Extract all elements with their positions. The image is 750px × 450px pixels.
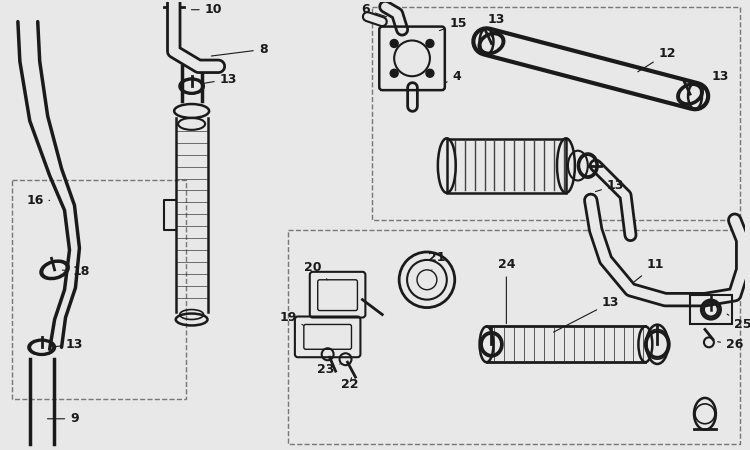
Text: 9: 9 bbox=[47, 412, 79, 425]
Text: 13: 13 bbox=[488, 13, 506, 37]
Text: 23: 23 bbox=[317, 363, 340, 376]
Text: 11: 11 bbox=[633, 258, 664, 283]
Text: 13: 13 bbox=[554, 296, 620, 332]
Circle shape bbox=[390, 69, 398, 77]
Text: 13: 13 bbox=[596, 179, 624, 192]
Text: 15: 15 bbox=[440, 17, 467, 31]
Text: 6: 6 bbox=[361, 3, 386, 17]
Text: 4: 4 bbox=[445, 70, 461, 83]
Text: 20: 20 bbox=[304, 261, 328, 280]
Text: 25: 25 bbox=[727, 314, 750, 331]
Bar bbox=[372, 7, 740, 220]
Circle shape bbox=[426, 69, 434, 77]
Text: 10: 10 bbox=[191, 3, 222, 16]
Text: 19: 19 bbox=[279, 311, 303, 325]
Text: 16: 16 bbox=[26, 194, 50, 207]
Bar bbox=[288, 230, 740, 444]
Text: 22: 22 bbox=[340, 378, 358, 391]
Text: 24: 24 bbox=[497, 258, 515, 324]
Text: 21: 21 bbox=[428, 252, 445, 270]
Text: 12: 12 bbox=[638, 47, 676, 72]
Bar bbox=[12, 180, 186, 399]
Bar bbox=[690, 295, 732, 324]
Circle shape bbox=[426, 40, 434, 47]
Text: 8: 8 bbox=[211, 43, 268, 56]
Text: 13: 13 bbox=[53, 338, 83, 351]
Bar bbox=[447, 139, 566, 194]
Text: 13: 13 bbox=[201, 73, 237, 86]
Circle shape bbox=[390, 40, 398, 47]
Text: 13: 13 bbox=[700, 70, 728, 91]
Text: 26: 26 bbox=[718, 338, 743, 351]
Text: 18: 18 bbox=[62, 266, 90, 279]
